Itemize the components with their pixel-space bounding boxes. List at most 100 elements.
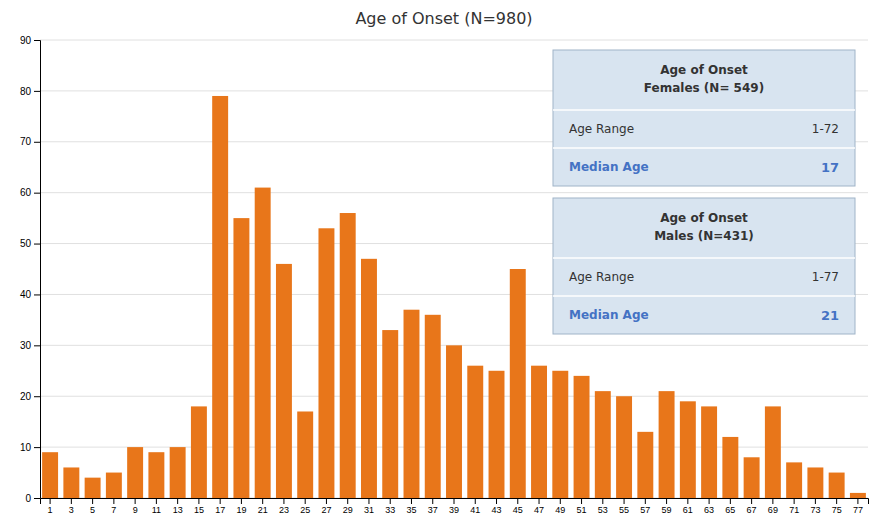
- tick-label: 77: [853, 505, 863, 515]
- bar: [531, 366, 547, 498]
- table: Age of OnsetMales (N=431)Age Range1-77Me…: [553, 198, 855, 334]
- tick-mark: [34, 396, 40, 397]
- axis-line: [41, 499, 869, 505]
- tick-label: 70: [20, 136, 32, 147]
- tick-label: 10: [20, 442, 32, 453]
- bar: [404, 310, 420, 498]
- bar: [127, 447, 143, 498]
- tick-label: 21: [258, 505, 268, 515]
- tick-label: 71: [789, 505, 799, 515]
- tick: 53: [598, 498, 608, 515]
- tick-label: 15: [194, 505, 204, 515]
- tick-label: 49: [555, 505, 565, 515]
- tick-mark: [347, 498, 348, 504]
- table-background: [553, 198, 855, 334]
- bar: [489, 371, 505, 498]
- bar: [765, 406, 781, 498]
- tick-label: 40: [20, 289, 32, 300]
- axis-line: [34, 41, 41, 499]
- x-axis: 1357911131517192123252729313335373941434…: [41, 498, 869, 515]
- tick: 45: [513, 498, 523, 515]
- bar: [701, 406, 717, 498]
- bar: [786, 462, 802, 498]
- tick: 11: [152, 498, 161, 515]
- tick-label: 23: [279, 505, 289, 515]
- tick-label: 90: [20, 35, 32, 46]
- tick: 51: [577, 498, 587, 515]
- table-label: Median Age: [569, 308, 649, 322]
- tick-label: 9: [133, 505, 138, 515]
- tick-label: 51: [577, 505, 587, 515]
- bar: [446, 345, 462, 498]
- tick-label: 80: [20, 86, 32, 97]
- tick-label: 3: [69, 505, 74, 515]
- tick-label: 53: [598, 505, 608, 515]
- tick: 23: [279, 498, 289, 515]
- table-background: [553, 50, 855, 186]
- tick: 80: [20, 86, 40, 97]
- tick: 59: [662, 498, 672, 515]
- tick: 63: [704, 498, 714, 515]
- tick-label: 43: [492, 505, 502, 515]
- plot: 1357911131517192123252729313335373941434…: [20, 35, 869, 516]
- tick: 67: [747, 498, 757, 515]
- tick: 60: [20, 187, 40, 198]
- tick-mark: [71, 498, 72, 504]
- tick-label: 41: [470, 505, 480, 515]
- tick-mark: [305, 498, 306, 504]
- tick-mark: [113, 498, 114, 504]
- bar: [85, 478, 101, 498]
- tick-label: 47: [534, 505, 544, 515]
- tick-label: 17: [215, 505, 225, 515]
- y-axis: 0102030405060708090: [20, 35, 41, 504]
- tick-mark: [390, 498, 391, 504]
- bar: [552, 371, 568, 498]
- tick-label: 35: [406, 505, 416, 515]
- bar: [212, 96, 228, 498]
- tick: 13: [173, 498, 183, 515]
- table-value: 17: [821, 160, 839, 175]
- tick: 41: [470, 498, 480, 515]
- table-title: Age of Onset: [660, 63, 748, 77]
- tick-mark: [666, 498, 667, 504]
- tick-mark: [857, 498, 858, 504]
- bar: [297, 411, 313, 498]
- bar: [42, 452, 58, 498]
- tick: 69: [768, 498, 778, 515]
- tick: 31: [364, 498, 374, 515]
- tick-mark: [432, 498, 433, 504]
- tick-mark: [751, 498, 752, 504]
- tick-label: 73: [810, 505, 820, 515]
- tick: 27: [321, 498, 331, 515]
- tick: 25: [300, 498, 310, 515]
- tick-label: 69: [768, 505, 778, 515]
- tick-mark: [241, 498, 242, 504]
- tick: 9: [133, 498, 138, 515]
- tick: 49: [555, 498, 565, 515]
- tick: 39: [449, 498, 459, 515]
- table-divider: [553, 295, 855, 297]
- tick-mark: [836, 498, 837, 504]
- tick-mark: [496, 498, 497, 504]
- bar: [616, 396, 632, 498]
- tick-mark: [454, 498, 455, 504]
- tick: 0: [25, 493, 40, 504]
- tick-mark: [772, 498, 773, 504]
- bar: [744, 457, 760, 498]
- tick: 70: [20, 136, 40, 147]
- tick: 35: [406, 498, 416, 515]
- tick: 17: [215, 498, 225, 515]
- tick-label: 31: [364, 505, 374, 515]
- tick: 90: [20, 35, 40, 46]
- tick: 15: [194, 498, 204, 515]
- tick: 75: [832, 498, 842, 515]
- table-title: Females (N= 549): [644, 81, 764, 95]
- tick-label: 29: [343, 505, 353, 515]
- tick-mark: [34, 294, 40, 295]
- table-title: Males (N=431): [654, 229, 754, 243]
- tick: 47: [534, 498, 544, 515]
- tick-label: 39: [449, 505, 459, 515]
- tick-label: 65: [725, 505, 735, 515]
- bar: [467, 366, 483, 498]
- grid: [40, 40, 868, 498]
